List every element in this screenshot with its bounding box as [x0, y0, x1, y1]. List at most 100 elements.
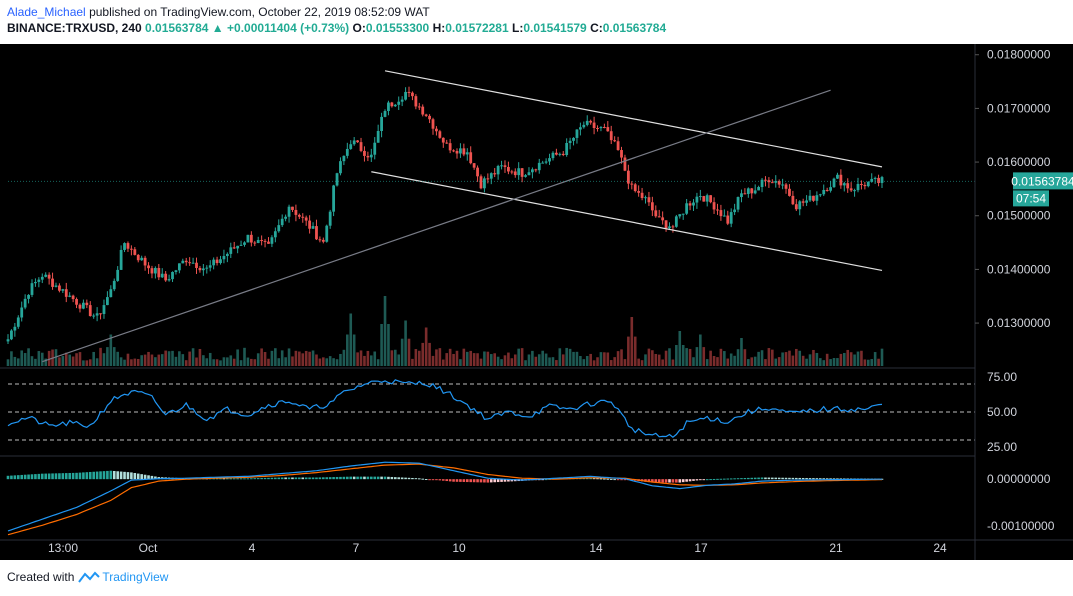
macd-histogram-bar	[448, 479, 452, 482]
macd-histogram-bar	[740, 478, 743, 480]
candle-body	[452, 150, 455, 152]
volume-bar	[99, 347, 102, 366]
time-tick-label: 7	[353, 541, 360, 555]
volume-bar	[263, 352, 267, 366]
chart-canvas[interactable]: 0.01563784 07:54 0.01800000 0.01700000 0.016…	[0, 44, 1073, 560]
candle-body	[393, 104, 397, 107]
last-price-label: 0.01563784	[1011, 174, 1073, 188]
candle-body	[860, 183, 863, 185]
candle-body	[774, 180, 778, 183]
macd-histogram-bar	[603, 478, 606, 480]
volume-bar	[40, 352, 44, 366]
candle-body	[465, 152, 469, 155]
macd-histogram-bar	[757, 477, 760, 480]
volume-bar	[27, 348, 30, 366]
macd-histogram-bar	[771, 477, 774, 480]
volume-bar	[729, 353, 733, 366]
macd-histogram-bar	[270, 477, 274, 480]
candle-body	[78, 304, 82, 309]
volume-bar	[198, 348, 202, 366]
volume-bar	[424, 327, 428, 366]
macd-histogram-bar	[417, 478, 421, 480]
volume-bar	[866, 359, 870, 366]
candle-body	[387, 102, 390, 112]
candle-body	[726, 215, 730, 224]
macd-pane	[6, 461, 884, 536]
volume-bar	[829, 359, 832, 366]
candle-body	[256, 239, 260, 243]
candle-body	[770, 182, 774, 184]
candle-body	[411, 92, 414, 97]
macd-histogram-bar	[777, 477, 781, 480]
volume-bar	[20, 350, 24, 366]
volume-bar	[856, 351, 860, 366]
macd-histogram-bar	[699, 479, 702, 481]
candle-body	[558, 153, 562, 155]
volume-bar	[651, 350, 654, 366]
candle-body	[678, 214, 682, 217]
volume-bar	[585, 355, 589, 366]
candle-body	[198, 267, 202, 271]
macd-histogram-bar	[544, 479, 548, 481]
candle-body	[572, 137, 575, 141]
candle-body	[534, 169, 538, 171]
macd-histogram-bar	[47, 473, 51, 480]
rsi-tick-label: 25.00	[987, 440, 1017, 454]
volume-bar	[109, 334, 113, 366]
candle-body	[243, 242, 246, 245]
candle-body	[836, 174, 839, 179]
volume-bar	[798, 350, 802, 366]
volume-bar	[106, 347, 109, 366]
macd-histogram-bar	[503, 479, 507, 482]
candle-body	[253, 242, 257, 244]
macd-histogram-bar	[613, 479, 616, 481]
volume-bar	[16, 358, 20, 366]
volume-bar	[685, 348, 688, 366]
volume-bar	[315, 354, 318, 366]
volume-bar	[112, 347, 116, 366]
volume-bar	[671, 359, 675, 366]
macd-histogram-bar	[774, 477, 778, 480]
macd-histogram-bar	[366, 476, 370, 480]
candle-body	[520, 168, 524, 177]
candle-body	[133, 249, 137, 255]
published-text: published on TradingView.com, October 22…	[89, 5, 430, 19]
chart-area[interactable]: 0.01563784 07:54 0.01800000 0.01700000 0.016…	[0, 44, 1073, 560]
volume-bar	[445, 353, 449, 366]
author-link[interactable]: Alade_Michael	[7, 5, 86, 19]
macd-histogram-bar	[431, 479, 435, 481]
candle-body	[181, 260, 185, 264]
candle-body	[623, 157, 627, 171]
macd-histogram-bar	[764, 477, 767, 480]
volume-bar	[764, 359, 767, 366]
macd-histogram-bar	[795, 477, 798, 480]
candle-body	[870, 178, 874, 182]
candle-body	[808, 195, 812, 201]
volume-bar	[791, 355, 795, 366]
volume-bar	[510, 358, 514, 366]
volume-bar	[853, 354, 856, 366]
candle-body	[400, 99, 404, 102]
tradingview-brand[interactable]: TradingView	[102, 570, 169, 584]
macd-histogram-bar	[370, 476, 373, 480]
macd-histogram-bar	[411, 477, 414, 480]
volume-bar	[130, 359, 133, 366]
volume-bar	[184, 360, 188, 366]
volume-bar	[637, 358, 640, 366]
volume-bar	[452, 353, 455, 366]
candle-body	[798, 201, 802, 210]
volume-bar	[668, 348, 671, 366]
macd-histogram-bar	[44, 473, 48, 480]
candle-body	[483, 178, 486, 189]
macd-histogram-bar	[400, 477, 404, 480]
candle-body	[822, 189, 826, 195]
volume-bar	[757, 351, 760, 366]
candle-body	[609, 131, 613, 141]
volume-bar	[239, 360, 243, 366]
volume-bar	[616, 351, 620, 366]
candle-body	[68, 295, 72, 297]
volume-bar	[253, 359, 257, 366]
volume-bar	[119, 357, 123, 366]
candle-body	[476, 167, 479, 177]
macd-histogram-bar	[54, 473, 58, 480]
